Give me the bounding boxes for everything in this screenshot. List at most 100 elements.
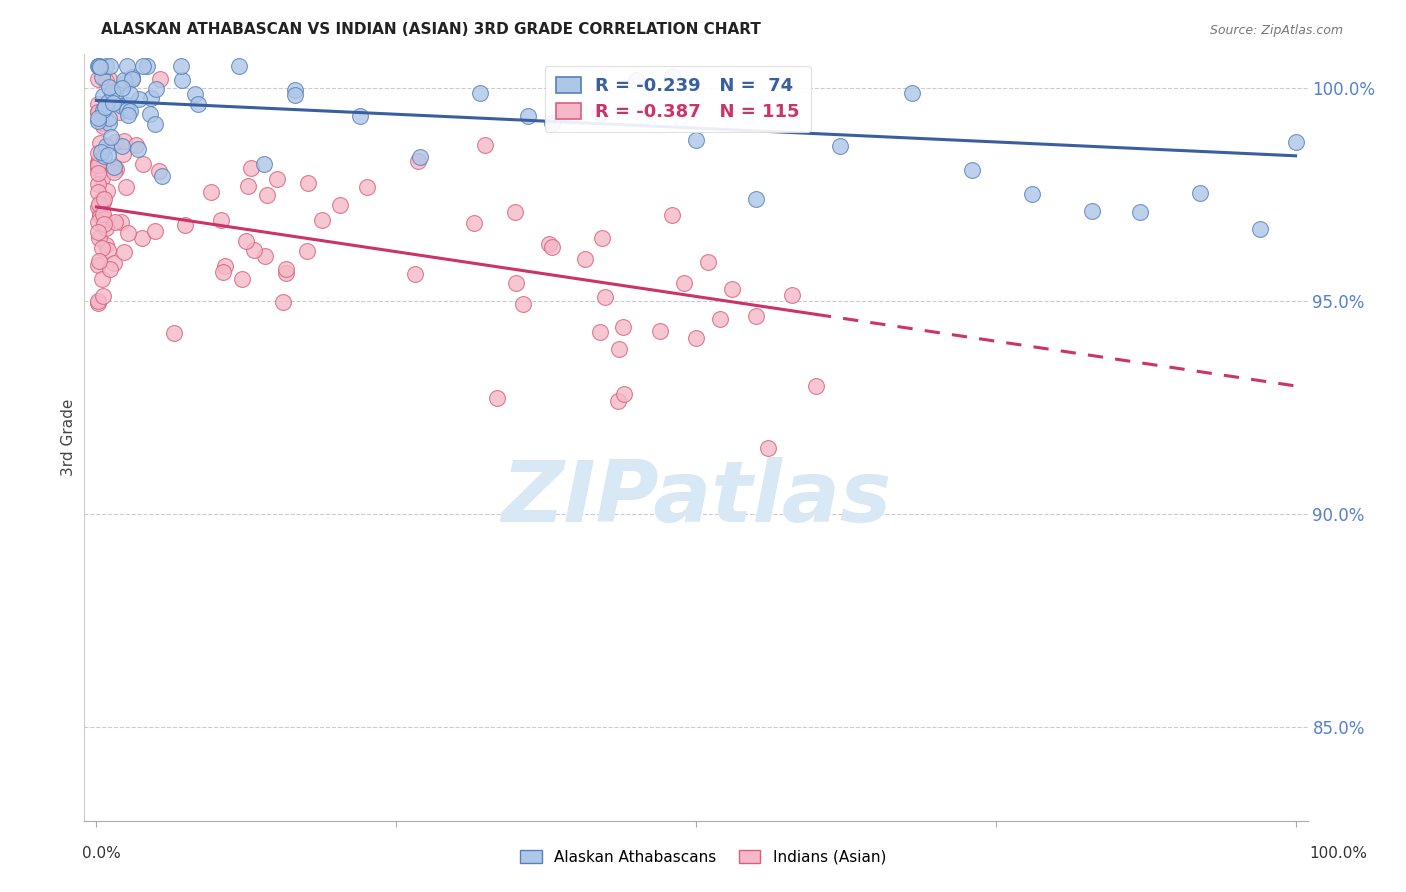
Point xyxy=(86,162,108,177)
Point xyxy=(574,252,596,266)
Point xyxy=(149,72,172,87)
Point xyxy=(86,105,108,120)
Point xyxy=(91,272,114,286)
Point xyxy=(468,87,491,101)
Point xyxy=(756,441,779,455)
Point xyxy=(93,212,115,227)
Text: Source: ZipAtlas.com: Source: ZipAtlas.com xyxy=(1209,24,1343,37)
Point xyxy=(91,171,114,186)
Point xyxy=(145,82,167,96)
Point xyxy=(238,178,260,193)
Point xyxy=(672,277,695,291)
Point xyxy=(112,146,135,161)
Point xyxy=(91,70,114,84)
Point xyxy=(89,207,111,221)
Point xyxy=(243,243,266,257)
Point xyxy=(1129,204,1152,219)
Point xyxy=(132,59,155,73)
Point xyxy=(101,95,124,110)
Y-axis label: 3rd Grade: 3rd Grade xyxy=(60,399,76,475)
Point xyxy=(131,157,153,171)
Point xyxy=(86,114,108,128)
Point xyxy=(131,231,153,245)
Point xyxy=(86,296,108,310)
Point xyxy=(254,249,277,263)
Point xyxy=(91,288,114,302)
Point xyxy=(87,231,110,245)
Point xyxy=(1249,222,1271,236)
Point xyxy=(87,201,110,215)
Point xyxy=(120,104,142,119)
Point xyxy=(100,262,122,277)
Point xyxy=(97,147,120,161)
Point xyxy=(101,85,124,99)
Point xyxy=(91,103,114,117)
Point xyxy=(86,72,108,87)
Point xyxy=(661,69,683,83)
Point xyxy=(235,234,257,248)
Point xyxy=(86,215,108,229)
Point xyxy=(624,73,647,87)
Point xyxy=(86,155,108,169)
Point xyxy=(87,59,110,73)
Point xyxy=(86,96,108,111)
Legend: R = -0.239   N =  74, R = -0.387   N = 115: R = -0.239 N = 74, R = -0.387 N = 115 xyxy=(544,66,811,132)
Point xyxy=(86,104,108,119)
Point xyxy=(97,116,120,130)
Point xyxy=(128,92,150,106)
Point xyxy=(517,109,540,123)
Point xyxy=(148,164,170,178)
Point xyxy=(512,297,534,311)
Point xyxy=(709,311,731,326)
Point xyxy=(96,138,118,153)
Point xyxy=(266,172,288,186)
Point xyxy=(589,106,612,120)
Point xyxy=(541,116,564,130)
Point xyxy=(804,379,827,393)
Point xyxy=(96,185,118,199)
Point xyxy=(274,261,297,276)
Point xyxy=(93,149,115,163)
Point xyxy=(356,179,378,194)
Point xyxy=(97,72,120,87)
Point xyxy=(486,392,509,406)
Point xyxy=(1188,186,1211,200)
Point xyxy=(474,137,496,152)
Point xyxy=(86,59,108,73)
Point xyxy=(209,213,232,227)
Point xyxy=(661,208,683,222)
Point xyxy=(297,176,319,190)
Point xyxy=(538,237,561,252)
Point xyxy=(97,243,120,257)
Point xyxy=(115,180,138,194)
Point xyxy=(143,117,166,131)
Text: 100.0%: 100.0% xyxy=(1309,847,1368,861)
Point xyxy=(115,98,138,112)
Point xyxy=(89,136,111,151)
Point xyxy=(117,227,139,241)
Point xyxy=(125,137,148,152)
Point xyxy=(91,89,114,103)
Point xyxy=(901,86,924,100)
Point xyxy=(200,186,222,200)
Point xyxy=(117,103,139,118)
Point xyxy=(406,154,429,169)
Point xyxy=(117,108,139,122)
Point xyxy=(214,259,236,273)
Point xyxy=(103,164,125,178)
Point xyxy=(94,59,117,73)
Point xyxy=(103,88,125,103)
Point xyxy=(505,276,527,290)
Point xyxy=(97,79,120,94)
Point xyxy=(143,224,166,238)
Point xyxy=(89,60,111,74)
Point xyxy=(311,213,333,227)
Point xyxy=(1021,187,1043,202)
Point xyxy=(90,241,112,255)
Point xyxy=(589,326,612,340)
Point xyxy=(745,192,768,206)
Point xyxy=(211,264,233,278)
Point xyxy=(150,169,173,184)
Point xyxy=(141,91,163,105)
Point xyxy=(960,163,983,178)
